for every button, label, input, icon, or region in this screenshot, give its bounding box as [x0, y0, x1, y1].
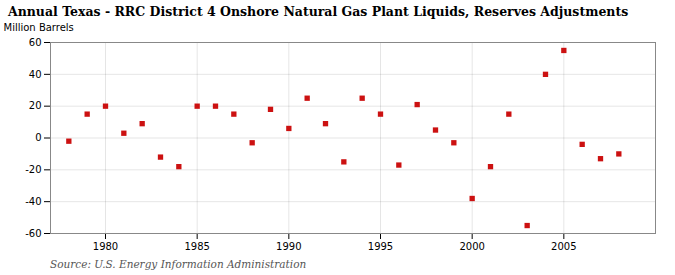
svg-text:60: 60: [29, 37, 42, 48]
svg-text:-20: -20: [25, 164, 41, 175]
svg-text:-60: -60: [25, 228, 41, 239]
svg-text:1980: 1980: [93, 241, 118, 252]
html-text:Source: U.S. Energy Informatio: Source: U.S. Energy Information Administ…: [50, 258, 307, 270]
svg-text:20: 20: [29, 100, 42, 111]
svg-text:2005: 2005: [551, 241, 576, 252]
svg-text:1995: 1995: [368, 241, 393, 252]
svg-text:Million Barrels: Million Barrels: [4, 22, 74, 33]
svg-text:1985: 1985: [184, 241, 209, 252]
svg-text:1990: 1990: [276, 241, 301, 252]
svg-text:0: 0: [35, 132, 41, 143]
svg-text:40: 40: [29, 69, 42, 80]
svg-text:2000: 2000: [459, 241, 484, 252]
html-text:Annual Texas - RRC District 4: Annual Texas - RRC District 4 Onshore Na…: [8, 4, 629, 19]
svg-text:-40: -40: [25, 196, 41, 207]
